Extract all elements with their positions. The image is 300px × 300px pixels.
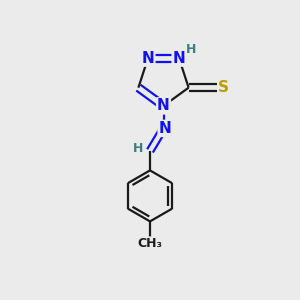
Text: H: H bbox=[133, 142, 143, 155]
Text: N: N bbox=[159, 121, 171, 136]
Text: S: S bbox=[218, 80, 229, 95]
Text: N: N bbox=[142, 51, 154, 66]
Text: H: H bbox=[186, 43, 196, 56]
Text: CH₃: CH₃ bbox=[137, 237, 163, 250]
Text: N: N bbox=[157, 98, 170, 113]
Text: N: N bbox=[172, 51, 185, 66]
